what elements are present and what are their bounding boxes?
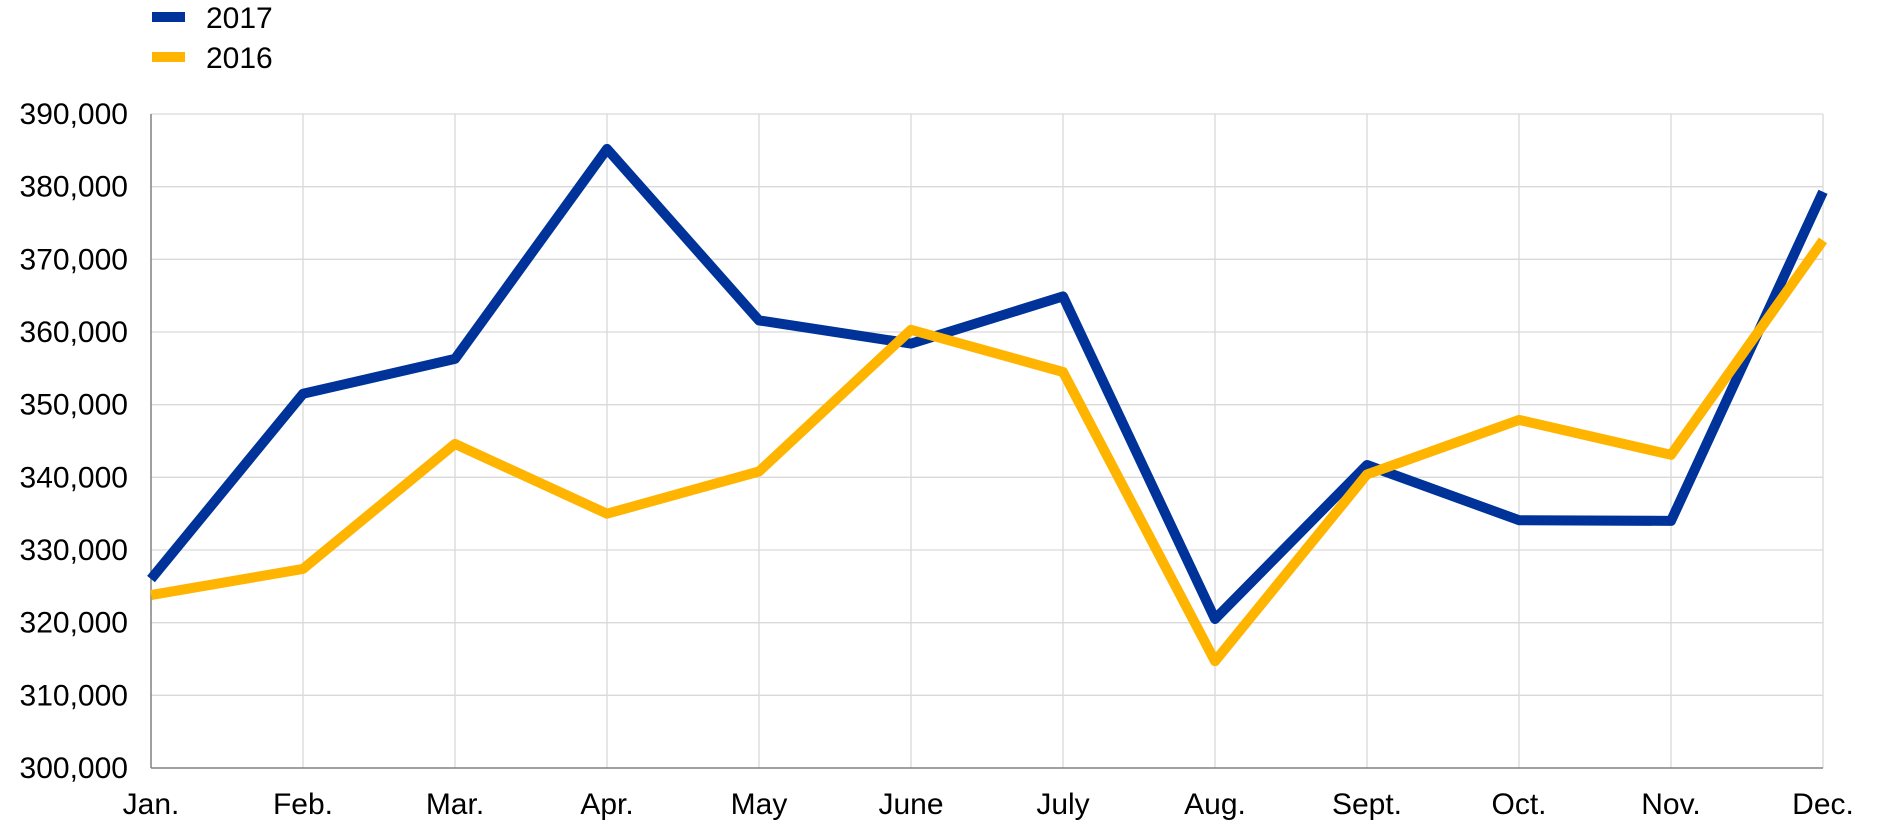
x-tick-label: Oct.	[1491, 788, 1546, 821]
x-tick-label: June	[878, 788, 943, 821]
x-tick-label: Dec.	[1792, 788, 1854, 821]
y-tick-label: 360,000	[20, 316, 128, 349]
legend-label-2016: 2016	[206, 42, 273, 75]
x-tick-label: Feb.	[273, 788, 333, 821]
x-tick-label: Jan.	[123, 788, 180, 821]
x-tick-label: Mar.	[426, 788, 484, 821]
y-tick-label: 330,000	[20, 534, 128, 567]
x-tick-label: Aug.	[1184, 788, 1246, 821]
series-line-2017	[147, 143, 1828, 624]
series-lines	[147, 143, 1828, 667]
y-tick-label: 380,000	[20, 171, 128, 204]
series-line-2016	[150, 237, 1828, 667]
y-tick-label: 390,000	[20, 98, 128, 131]
y-tick-label: 320,000	[20, 607, 128, 640]
legend-label-2017: 2017	[206, 2, 273, 35]
vertical-gridlines	[302, 114, 1824, 768]
y-tick-label: 300,000	[20, 752, 128, 785]
legend: 2017 2016	[152, 2, 273, 75]
x-tick-label: Nov.	[1641, 788, 1700, 821]
x-axis-tick-labels: Jan. Feb. Mar. Apr. May June July Aug. Sept. Oct.…	[123, 788, 1854, 821]
x-tick-label: July	[1036, 788, 1089, 821]
horizontal-gridlines	[151, 113, 1823, 696]
y-tick-label: 310,000	[20, 679, 128, 712]
axes	[150, 114, 1823, 769]
y-tick-label: 350,000	[20, 389, 128, 422]
y-tick-label: 340,000	[20, 461, 128, 494]
x-tick-label: May	[731, 788, 788, 821]
y-tick-label: 370,000	[20, 243, 128, 276]
y-axis-tick-labels: 300,000 310,000 320,000 330,000 340,000 350,0…	[20, 98, 128, 785]
x-tick-label: Sept.	[1332, 788, 1402, 821]
x-tick-label: Apr.	[580, 788, 633, 821]
